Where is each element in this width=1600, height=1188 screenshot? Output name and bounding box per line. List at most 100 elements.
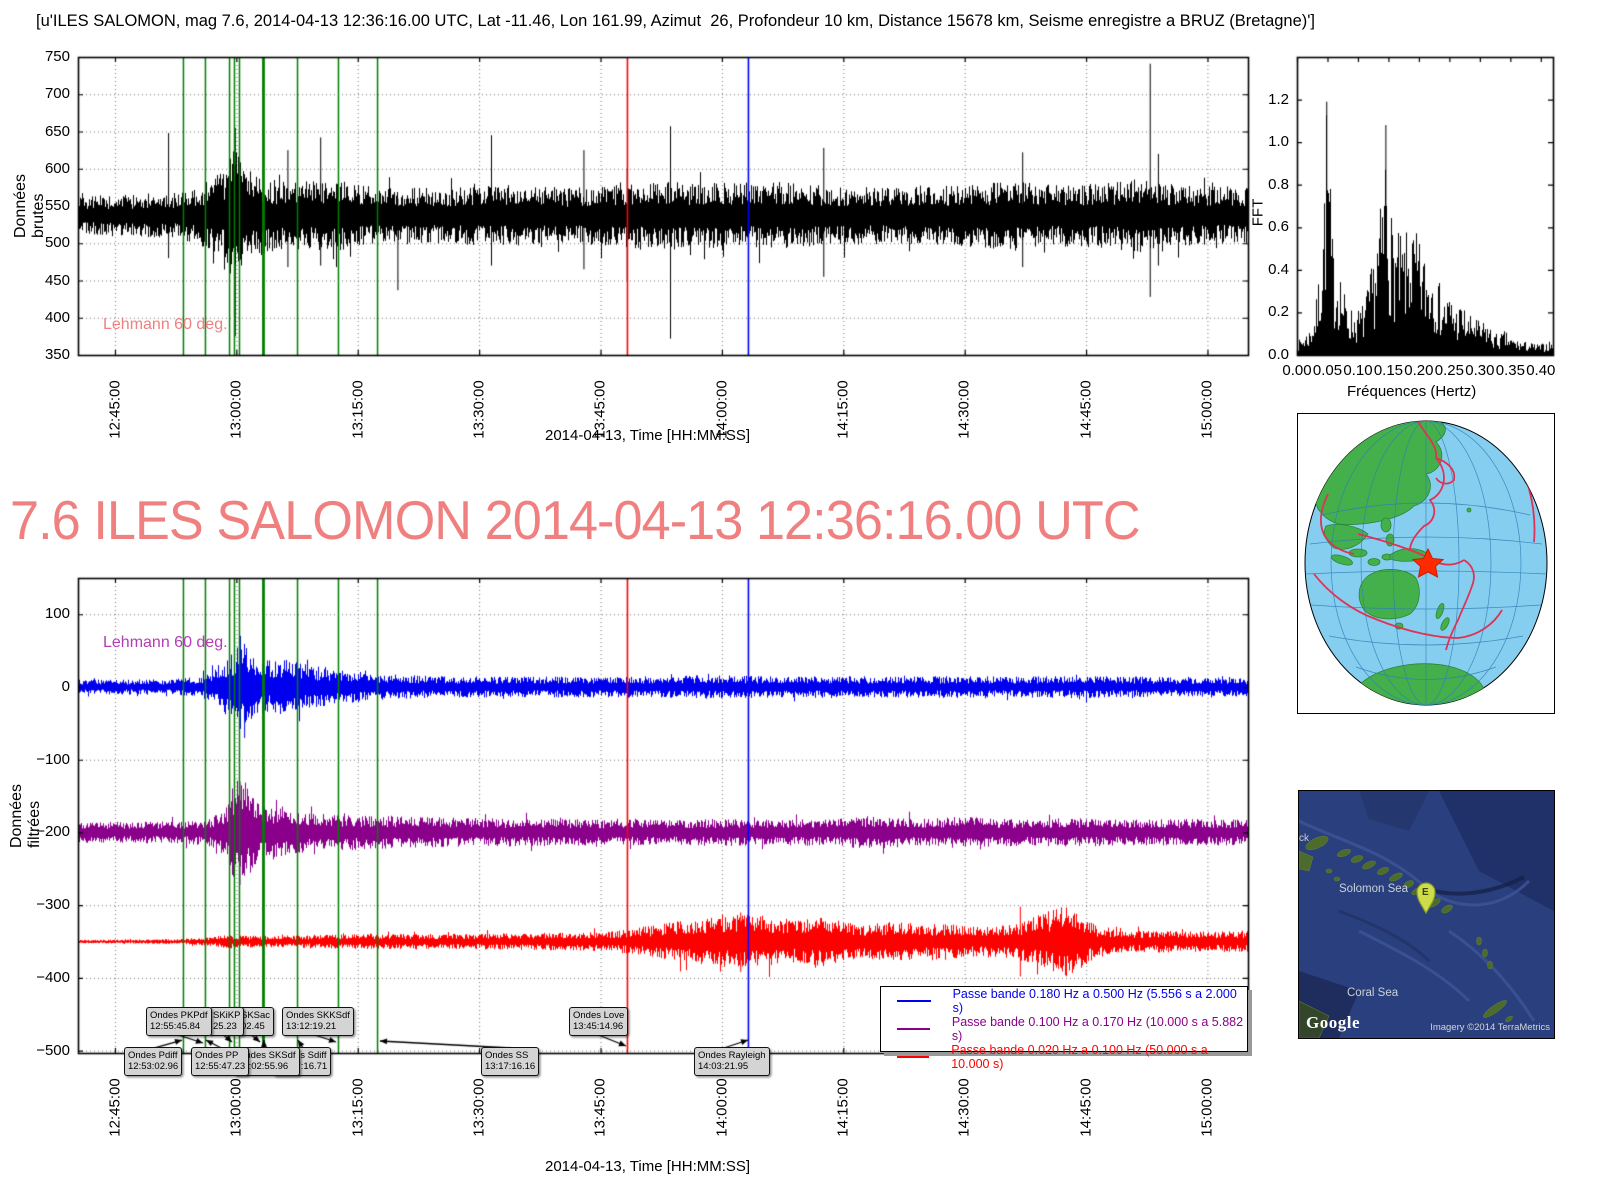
fft-x-tick-label: 0.10	[1343, 362, 1373, 379]
raw-y-tick-label: 650	[44, 122, 70, 140]
phase-annotation-SKKSdf: Ondes SKKSdf 13:12:19.21	[282, 1007, 354, 1036]
event-title: 7.6 ILES SALOMON 2014-04-13 12:36:16.00 …	[10, 489, 1141, 551]
raw-y-tick-label: 700	[44, 85, 70, 103]
fft-x-tick-label: 0.20	[1404, 362, 1434, 379]
raw-x-tick-label-wrap: 13:45:00	[590, 362, 612, 456]
filtered-x-tick-label-wrap: 13:15:00	[347, 1060, 369, 1154]
filtered-y-tick-label: 100	[44, 605, 70, 623]
raw-x-tick-label-wrap: 15:00:00	[1196, 362, 1218, 456]
fft-x-tick-label: 0.40	[1526, 362, 1556, 379]
filtered-x-tick-label: 13:15:00	[349, 1077, 367, 1137]
sea-label-coral: Coral Sea	[1347, 987, 1399, 999]
raw-y-tick-label: 750	[44, 48, 70, 65]
fft-y-tick-label: 1.0	[1268, 133, 1289, 151]
google-logo[interactable]: Google	[1306, 1013, 1360, 1032]
phase-annotation-PP: Ondes PP 12:55:47.23	[191, 1047, 250, 1076]
fft-y-tick-label: 0.4	[1268, 260, 1289, 278]
map-marker-icon[interactable]	[1416, 882, 1436, 915]
fft-x-tick-label: 0.35	[1495, 362, 1525, 379]
satellite-map-panel: E Solomon Sea Coral Sea ck Google Imager…	[1298, 790, 1555, 1039]
phase-annotation-Love: Ondes Love 13:45:14.96	[569, 1007, 629, 1036]
legend-label: Passe bande 0.180 Hz a 0.500 Hz (5.556 s…	[952, 987, 1237, 1015]
filtered-x-tick-label-wrap: 13:45:00	[590, 1060, 612, 1154]
epicenter-star-icon	[1411, 547, 1445, 578]
raw-x-tick-label-wrap: 12:45:00	[104, 362, 126, 456]
raw-x-tick-label-wrap: 14:15:00	[832, 362, 854, 456]
raw-x-tick-label-wrap: 13:15:00	[347, 362, 369, 456]
filtered-y-tick-label: −400	[36, 968, 70, 986]
raw-y-tick-label: 550	[44, 197, 70, 214]
raw-x-tick-label: 14:45:00	[1077, 379, 1095, 439]
fft-x-tick-label: 0.25	[1434, 362, 1464, 379]
islands	[1298, 835, 1513, 1039]
filtered-x-tick-label: 14:45:00	[1077, 1077, 1095, 1137]
raw-x-tick-label: 14:30:00	[956, 379, 974, 439]
phase-annotation-SKiKP: SKiKP 25.23	[209, 1007, 245, 1036]
raw-x-tick-label-wrap: 14:00:00	[711, 362, 733, 456]
raw-x-tick-label: 13:15:00	[349, 379, 367, 439]
phase-annotation-Pdiff: Ondes Pdiff 12:53:02.96	[124, 1047, 183, 1076]
filtered-y-tick-label: −300	[36, 896, 70, 914]
raw-x-tick-label: 14:00:00	[713, 379, 731, 439]
raw-y-tick-label: 350	[44, 346, 70, 363]
raw-y-tick-label: 500	[44, 234, 70, 252]
fft-y-tick-label: 1.2	[1268, 90, 1289, 108]
raw-x-tick-label: 13:30:00	[470, 379, 488, 439]
filtered-y-tick-label: 0	[61, 678, 70, 695]
filtered-y-tick-label: −100	[36, 750, 70, 768]
fft-x-tick-label: 0.15	[1373, 362, 1404, 379]
filtered-y-tick-label: −200	[36, 823, 70, 841]
legend-line-sample	[897, 1056, 930, 1058]
raw-x-tick-label-wrap: 14:30:00	[954, 362, 976, 456]
map-attribution: Imagery ©2014 TerraMetrics	[1430, 1022, 1550, 1033]
filtered-x-tick-label: 13:45:00	[592, 1077, 610, 1137]
filtered-x-tick-label-wrap: 15:00:00	[1196, 1060, 1218, 1154]
globe-map	[1304, 420, 1548, 706]
legend-entry: Passe bande 0.180 Hz a 0.500 Hz (5.556 s…	[881, 987, 1247, 1015]
fft-y-tick-label: 0.8	[1268, 175, 1289, 193]
raw-y-tick-label: 450	[44, 271, 70, 289]
sea-label-solomon: Solomon Sea	[1339, 883, 1409, 895]
filtered-station-label: Lehmann 60 deg.	[103, 634, 228, 651]
filtered-x-tick-label: 14:30:00	[956, 1077, 974, 1137]
filtered-x-tick-label: 12:45:00	[106, 1077, 124, 1137]
raw-x-tick-label-wrap: 13:30:00	[468, 362, 490, 456]
globe-plate-boundaries	[1313, 421, 1536, 651]
globe-panel	[1297, 413, 1555, 714]
legend-label: Passe bande 0.020 Hz a 0.100 Hz (50.000 …	[951, 1043, 1208, 1071]
filtered-x-tick-label: 15:00:00	[1198, 1077, 1216, 1137]
fft-x-tick-label: 0.30	[1465, 362, 1495, 379]
phase-annotation-SS: Ondes SS 13:17:16.16	[481, 1047, 540, 1076]
filtered-y-tick-label: −500	[36, 1041, 70, 1059]
filtered-x-tick-label: 13:00:00	[227, 1077, 245, 1137]
legend-line-sample	[897, 1028, 930, 1030]
fft-y-tick-label: 0.6	[1268, 218, 1289, 236]
raw-x-tick-label: 15:00:00	[1198, 379, 1216, 439]
raw-x-tick-label-wrap: 14:45:00	[1075, 362, 1097, 456]
satellite-map[interactable]	[1298, 791, 1554, 1039]
phase-annotation-Rayleigh: Ondes Rayleigh 14:03:21.95	[694, 1047, 770, 1076]
filtered-x-tick-label-wrap: 14:15:00	[832, 1060, 854, 1154]
filtered-y-axis-label-wrap: Données filtrées	[8, 716, 43, 916]
raw-x-tick-label: 12:45:00	[106, 379, 124, 439]
raw-station-label: Lehmann 60 deg.	[103, 316, 228, 333]
filtered-x-tick-label-wrap: 12:45:00	[104, 1060, 126, 1154]
legend-entry: Passe bande 0.020 Hz a 0.100 Hz (50.000 …	[881, 1043, 1247, 1071]
fft-x-tick-label: 0.00	[1282, 362, 1312, 379]
fft-x-axis-title: Fréquences (Hertz)	[1347, 383, 1477, 400]
filtered-x-tick-label: 13:30:00	[470, 1077, 488, 1137]
legend-entry: Passe bande 0.100 Hz a 0.170 Hz (10.000 …	[881, 1015, 1247, 1043]
filtered-x-tick-label-wrap: 14:45:00	[1075, 1060, 1097, 1154]
figure-header-title: [u'ILES SALOMON, mag 7.6, 2014-04-13 12:…	[36, 12, 1315, 30]
raw-x-tick-label: 13:00:00	[227, 379, 245, 439]
fft-x-tick-label: 0.05	[1312, 362, 1343, 379]
sea-label-partial: ck	[1299, 833, 1309, 844]
map-marker-letter: E	[1422, 887, 1429, 898]
raw-x-tick-label-wrap: 13:00:00	[225, 362, 247, 456]
legend-line-sample	[897, 1000, 931, 1002]
phase-annotation-PKPdf: Ondes PKPdf 12:55:45.84	[146, 1007, 212, 1036]
fft-y-tick-label: 0.2	[1268, 303, 1289, 321]
raw-y-tick-label: 400	[44, 308, 70, 326]
raw-x-tick-label: 14:15:00	[834, 379, 852, 439]
filtered-x-tick-label: 14:00:00	[713, 1077, 731, 1137]
